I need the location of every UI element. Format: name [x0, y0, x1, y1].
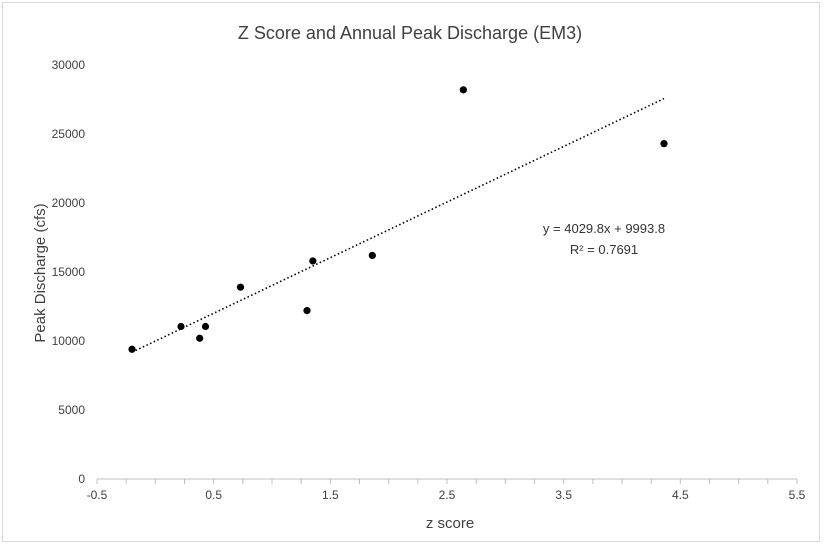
x-axis-ticks: -0.5 0.5 1.5 2.5 3.5 4.5 5.5 [87, 479, 806, 502]
y-tick-label: 20000 [52, 196, 86, 210]
trendline-r-squared: R² = 0.7691 [570, 242, 638, 257]
x-tick-label: 0.5 [205, 488, 222, 502]
x-tick-label: 2.5 [439, 488, 456, 502]
y-tick-label: 30000 [52, 58, 86, 72]
x-axis-title: z score [426, 515, 474, 532]
scatter-chart: Z Score and Annual Peak Discharge (EM3) … [32, 23, 806, 532]
data-points [128, 86, 668, 353]
y-axis-ticks: 0 5000 10000 15000 20000 25000 30000 [52, 58, 86, 486]
data-point [368, 251, 376, 260]
y-tick-label: 5000 [58, 403, 85, 417]
data-point [236, 283, 245, 291]
y-tick-label: 25000 [52, 127, 86, 141]
data-point [177, 322, 185, 331]
data-point [128, 345, 136, 353]
x-tick-label: 4.5 [672, 488, 689, 502]
y-tick-label: 0 [78, 472, 85, 486]
x-tick-label: 3.5 [555, 488, 572, 502]
y-tick-label: 10000 [52, 334, 86, 348]
y-tick-label: 15000 [52, 265, 86, 279]
data-point [303, 307, 311, 315]
x-tick-label: -0.5 [87, 488, 108, 502]
y-axis-title: Peak Discharge (cfs) [32, 203, 49, 342]
data-point [196, 334, 204, 342]
x-tick-label: 1.5 [322, 488, 339, 502]
data-point [201, 322, 210, 331]
data-point [660, 140, 668, 148]
data-point [459, 86, 467, 94]
x-tick-label: 5.5 [789, 488, 806, 502]
chart-title: Z Score and Annual Peak Discharge (EM3) [238, 23, 582, 43]
data-point [309, 257, 317, 265]
trendline-equation: y = 4029.8x + 9993.8 [543, 221, 665, 236]
